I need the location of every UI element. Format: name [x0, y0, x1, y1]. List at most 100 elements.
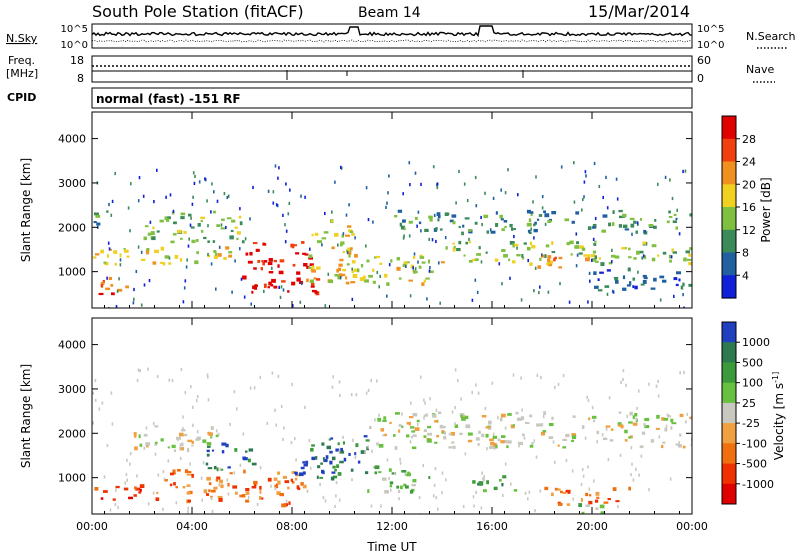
echo-cell — [467, 439, 473, 443]
noise-cell — [136, 378, 139, 383]
echo-cell — [251, 290, 254, 294]
echo-cell — [123, 248, 126, 251]
noise-cell — [429, 266, 431, 270]
echo-cell — [382, 419, 387, 422]
echo-cell — [599, 271, 604, 274]
noise-cell — [367, 218, 370, 222]
echo-cell — [544, 486, 549, 491]
echo-cell — [618, 424, 622, 427]
noise-cell — [206, 199, 208, 203]
echo-cell — [572, 415, 576, 418]
noise-cell — [388, 174, 390, 178]
echo-cell — [290, 243, 295, 248]
echo-cell — [503, 254, 508, 258]
noise-cell — [147, 502, 150, 506]
noise-cell — [338, 498, 341, 502]
echo-cell — [454, 424, 459, 428]
echo-cell — [334, 469, 337, 472]
echo-cell — [452, 445, 456, 449]
echo-cell — [499, 417, 503, 422]
echo-cell — [666, 413, 669, 417]
velocity-colorbar-label-exp: -1] — [771, 372, 780, 383]
echo-cell — [558, 266, 563, 269]
echo-cell — [279, 259, 285, 263]
noise-cell — [227, 194, 230, 198]
echo-cell — [303, 463, 308, 467]
echo-cell — [276, 491, 281, 495]
noise-cell — [462, 504, 465, 509]
noise-cell — [190, 216, 192, 220]
echo-cell — [356, 268, 360, 273]
echo-cell — [382, 434, 386, 437]
noise-cell — [420, 182, 422, 186]
echo-cell — [628, 256, 632, 259]
noise-cell — [659, 298, 662, 302]
noise-cell — [304, 195, 306, 199]
echo-cell — [310, 447, 314, 452]
noise-cell — [346, 250, 349, 255]
echo-cell — [551, 211, 557, 215]
noise-cell — [370, 504, 373, 508]
echo-cell — [251, 462, 257, 466]
echo-cell — [587, 254, 591, 259]
nave-tick-top: 60 — [697, 54, 711, 67]
noise-cell — [282, 213, 284, 217]
echo-cell — [231, 219, 236, 223]
echo-cell — [316, 475, 319, 479]
echo-cell — [154, 425, 159, 428]
noise-cell — [409, 183, 411, 187]
echo-cell — [369, 426, 372, 430]
echo-cell — [591, 226, 596, 229]
noise-cell — [272, 201, 275, 205]
noise-cell — [615, 177, 618, 181]
echo-cell — [436, 212, 441, 217]
velocity-colorbar-label-main: Velocity [m s — [772, 383, 786, 460]
echo-cell — [501, 435, 506, 438]
noise-cell — [114, 171, 116, 176]
echo-cell — [238, 215, 242, 219]
noise-cell — [233, 471, 236, 475]
noise-cell — [137, 245, 140, 249]
echo-cell — [170, 472, 174, 476]
echo-cell — [544, 213, 550, 218]
echo-cell — [689, 247, 692, 251]
noise-cell — [365, 186, 368, 190]
echo-cell — [386, 282, 390, 286]
noise-cell — [337, 243, 339, 247]
noise-cell — [277, 374, 280, 378]
noise-cell — [504, 191, 507, 195]
echo-cell — [342, 251, 345, 254]
echo-cell — [315, 278, 321, 281]
noise-cell — [435, 239, 437, 244]
echo-cell — [467, 432, 473, 436]
echo-cell — [596, 496, 600, 499]
echo-cell — [311, 456, 316, 461]
echo-cell — [405, 261, 410, 264]
noise-cell — [331, 210, 333, 214]
echo-cell — [107, 254, 109, 258]
echo-cell — [388, 468, 392, 472]
echo-cell — [489, 445, 494, 449]
echo-cell — [503, 220, 508, 223]
echo-cell — [662, 251, 667, 255]
echo-cell — [207, 445, 211, 448]
echo-cell — [100, 281, 105, 285]
echo-cell — [308, 254, 313, 259]
colorbar-tick-label: 100 — [742, 377, 763, 390]
echo-cell — [205, 462, 209, 466]
echo-cell — [595, 507, 599, 510]
echo-cell — [618, 411, 622, 414]
echo-cell — [114, 262, 117, 266]
echo-cell — [426, 438, 432, 443]
echo-cell — [195, 438, 200, 441]
noise-cell — [274, 164, 277, 168]
echo-cell — [410, 436, 414, 439]
noise-cell — [424, 401, 426, 405]
echo-cell — [492, 443, 497, 447]
noise-cell — [126, 458, 128, 462]
noise-cell — [482, 477, 484, 481]
echo-cell — [143, 433, 148, 437]
echo-cell — [655, 427, 660, 430]
noise-cell — [283, 426, 285, 430]
echo-cell — [547, 258, 551, 263]
